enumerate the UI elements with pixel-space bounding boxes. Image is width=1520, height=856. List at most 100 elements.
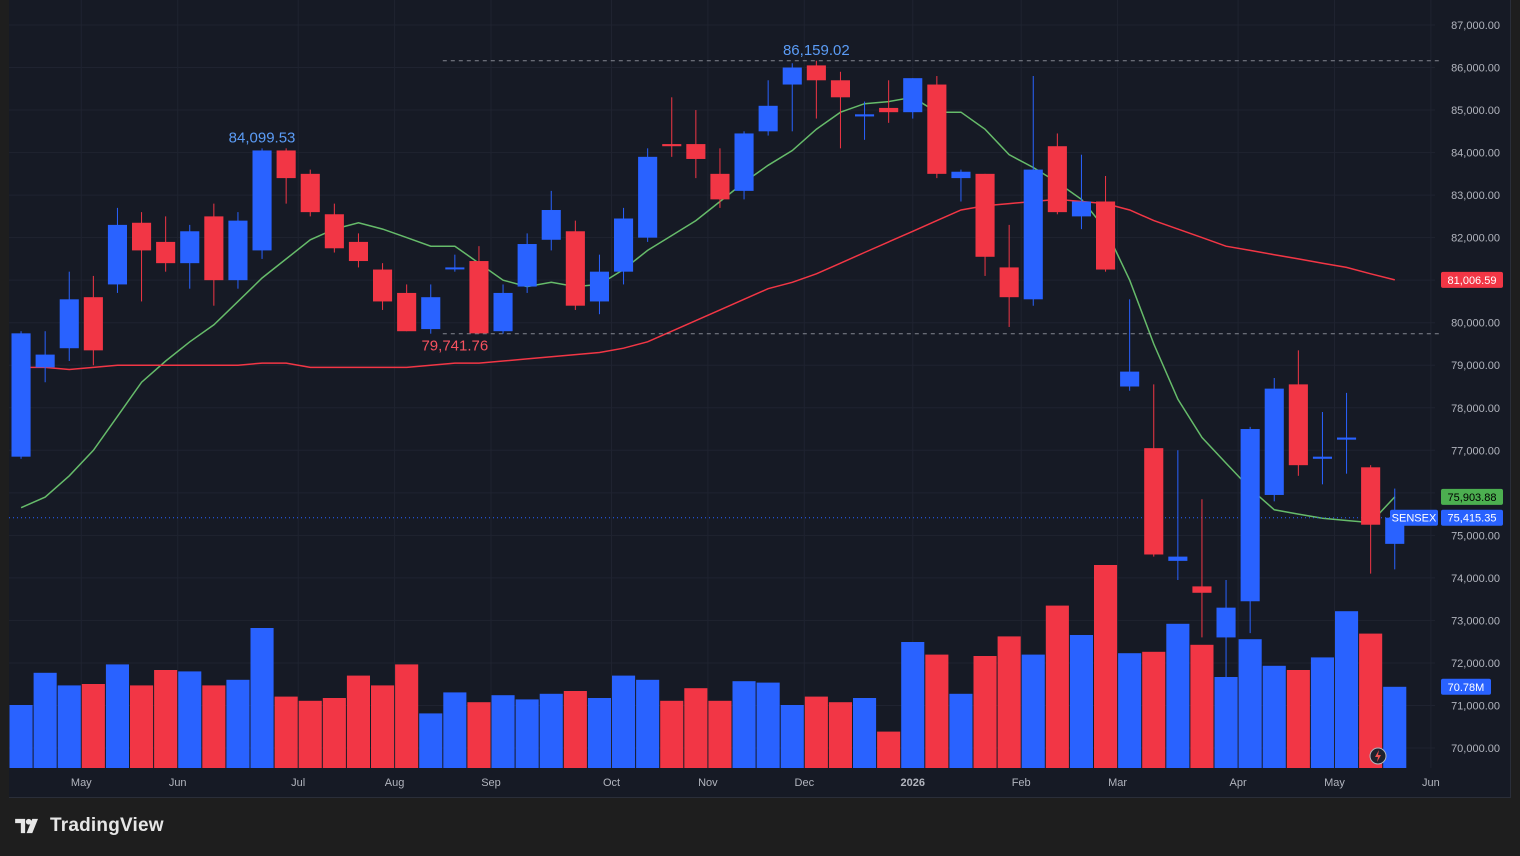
tradingview-brand[interactable]: TradingView: [12, 814, 164, 838]
volume-bar: [105, 664, 129, 768]
volume-bar: [708, 700, 732, 768]
candle-body: [180, 231, 200, 264]
volume-bar: [612, 675, 636, 768]
volume-bar: [1359, 633, 1383, 768]
candle-body: [517, 244, 537, 287]
time-tick-label: Mar: [1108, 777, 1127, 789]
candle-body: [927, 84, 947, 174]
candle-body: [806, 65, 826, 81]
candle-body: [565, 231, 585, 306]
candle-body: [541, 210, 561, 240]
price-tick-label: 75,000.00: [1451, 530, 1500, 542]
price-badges: 75,903.88 81,006.59 75,415.35 SENSEX 70.78M: [1390, 271, 1503, 695]
chart-panel[interactable]: 84,099.53 86,159.02 79,741.76 70,000.00 71,…: [9, 0, 1511, 798]
candle-body: [1096, 201, 1116, 270]
moving-average-line: [21, 198, 1395, 371]
price-tick-label: 70,000.00: [1451, 743, 1500, 755]
candle-body: [1192, 586, 1212, 593]
volume-bars: [9, 565, 1407, 768]
candle-body: [1216, 607, 1236, 638]
volume-bar: [732, 681, 756, 768]
candle-body: [300, 173, 320, 213]
grid-lines: [9, 0, 1435, 768]
alert-flash-icon[interactable]: [1369, 747, 1387, 765]
volume-bar: [1069, 635, 1093, 768]
volume-bar: [1190, 644, 1214, 768]
candle-body: [348, 241, 368, 262]
volume-bar: [997, 636, 1021, 768]
time-axis[interactable]: May Jun Jul Aug Sep Oct Nov Dec 2026 Feb Mar Apr May…: [71, 777, 1440, 789]
last-price-badge-text: 75,415.35: [1448, 513, 1497, 525]
symbol-tag-box: [1390, 509, 1438, 526]
ma-short-badge-box: [1441, 488, 1503, 505]
price-tick-label: 84,000.00: [1451, 148, 1500, 160]
candle-body: [1120, 371, 1140, 387]
time-tick-label: May: [71, 777, 92, 789]
volume-bar: [202, 685, 226, 768]
volume-bar: [491, 695, 515, 768]
last-price-badge-box: [1441, 509, 1503, 526]
candle-body: [1288, 384, 1308, 466]
candle-body: [1047, 146, 1067, 213]
candle-body: [734, 133, 754, 191]
price-tick-label: 78,000.00: [1451, 403, 1500, 415]
candle-body: [11, 333, 31, 457]
volume-bar: [1118, 653, 1142, 768]
volume-bar: [154, 670, 178, 768]
candle-body: [1337, 437, 1357, 440]
candle-body: [1144, 448, 1164, 555]
sensex-weekly-chart[interactable]: 84,099.53 86,159.02 79,741.76 70,000.00 71,…: [9, 0, 1510, 797]
candle-body: [1240, 429, 1260, 602]
candle-body: [1361, 467, 1381, 525]
time-tick-label: Feb: [1012, 777, 1031, 789]
price-tick-label: 73,000.00: [1451, 615, 1500, 627]
price-tick-label: 86,000.00: [1451, 63, 1500, 75]
volume-bar: [33, 672, 57, 768]
price-annotation-label: 79,741.76: [421, 338, 488, 355]
time-tick-label: Sep: [481, 777, 501, 789]
time-tick-label: Nov: [698, 777, 718, 789]
candle-body: [686, 144, 706, 159]
candle-body: [156, 241, 176, 264]
symbol-tag-text: SENSEX: [1392, 513, 1437, 525]
time-tick-label: Jun: [169, 777, 187, 789]
volume-badge-box: [1441, 678, 1491, 695]
volume-bar: [925, 654, 949, 768]
candle-body: [758, 105, 778, 132]
volume-bar: [1262, 665, 1286, 768]
candlesticks[interactable]: [11, 60, 1405, 683]
dashed-price-levels: [9, 60, 1439, 519]
time-tick-label: Jun: [1422, 777, 1440, 789]
volume-bar: [539, 693, 563, 768]
moving-average-line: [20, 96, 1396, 524]
volume-bar: [780, 705, 804, 768]
time-tick-label: Apr: [1230, 777, 1247, 789]
candle-body: [1264, 388, 1284, 495]
volume-bar: [57, 685, 81, 768]
volume-bar: [419, 713, 443, 768]
candle-body: [421, 297, 441, 330]
volume-bar: [1045, 605, 1069, 768]
candle-body: [469, 261, 489, 334]
time-tick-label: Aug: [385, 777, 405, 789]
price-tick-label: 71,000.00: [1451, 700, 1500, 712]
volume-bar: [346, 675, 370, 768]
volume-bar: [443, 692, 467, 768]
volume-bar: [563, 691, 587, 768]
volume-bar: [274, 696, 298, 768]
candle-body: [830, 80, 850, 98]
candle-body: [975, 173, 995, 257]
time-tick-label: May: [1324, 777, 1345, 789]
candle-body: [638, 156, 658, 238]
time-tick-label: 2026: [901, 777, 925, 789]
price-tick-label: 87,000.00: [1451, 20, 1500, 32]
volume-bar: [298, 700, 322, 768]
candle-body: [614, 218, 634, 272]
volume-bar: [178, 671, 202, 768]
price-axis[interactable]: 70,000.00 71,000.00 72,000.00 73,000.00 74,0…: [1451, 20, 1500, 755]
volume-bar: [130, 685, 154, 768]
volume-bar: [804, 696, 828, 768]
moving-average-lines: [20, 96, 1396, 524]
volume-bar: [467, 702, 491, 768]
brand-name: TradingView: [50, 815, 164, 836]
